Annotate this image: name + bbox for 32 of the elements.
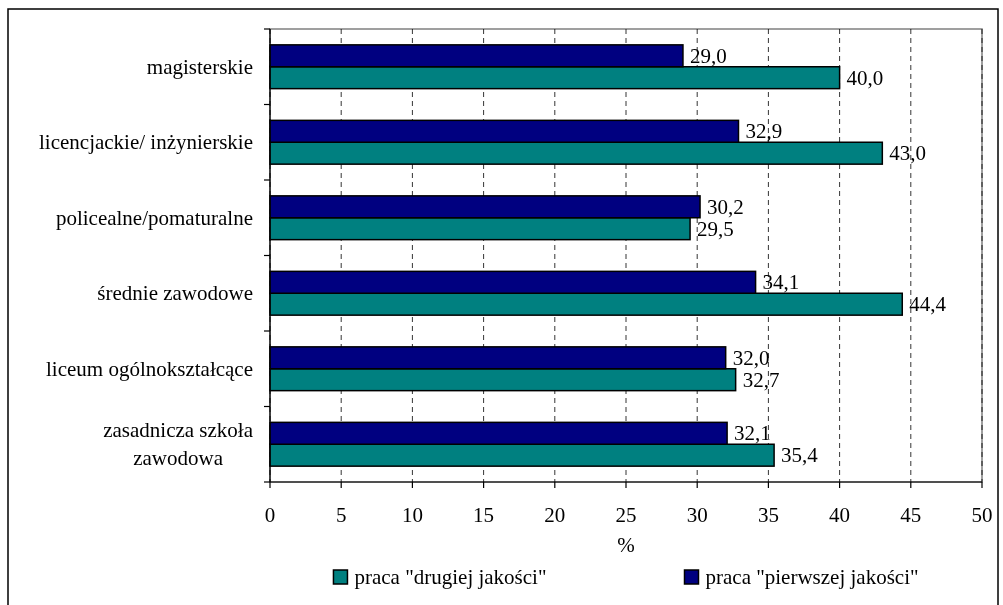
- data-label: 34,1: [762, 270, 800, 295]
- legend-label: praca "pierwszej jakości": [705, 565, 919, 589]
- y-tick-label: zasadnicza szkoła zawodowa: [103, 418, 254, 471]
- x-axis-title: %: [617, 533, 635, 557]
- data-label: 29,5: [697, 216, 734, 241]
- x-tick-label: 50: [971, 503, 993, 527]
- x-tick-label: 30: [686, 503, 708, 527]
- x-tick-label: 20: [544, 503, 566, 527]
- y-tick-label: liceum ogólnokształcące: [46, 356, 253, 381]
- x-tick-label: 35: [757, 503, 779, 527]
- data-label: 29,0: [689, 43, 727, 68]
- x-tick-label: 15: [473, 503, 495, 527]
- x-tick-label: 40: [829, 503, 851, 527]
- x-tick-label: 10: [401, 503, 423, 527]
- y-tick-label: magisterskie: [146, 54, 253, 79]
- data-label: 35,4: [781, 443, 819, 468]
- data-label: 30,2: [707, 194, 744, 219]
- legend-label: praca "drugiej jakości": [354, 565, 547, 589]
- x-tick-label: 45: [900, 503, 922, 527]
- data-label: 43,0: [889, 141, 927, 166]
- y-tick-label: licencjackie/ inżynierskie: [39, 130, 253, 155]
- data-label: 44,4: [909, 292, 947, 317]
- data-label: 32,9: [745, 119, 783, 144]
- data-label: 40,0: [846, 65, 884, 90]
- x-tick-label: 25: [615, 503, 637, 527]
- y-tick-label: średnie zawodowe: [97, 281, 253, 306]
- data-label: 32,7: [742, 367, 780, 392]
- x-tick-label: 0: [264, 503, 276, 527]
- data-label: 32,0: [732, 345, 770, 370]
- y-tick-label: policealne/pomaturalne: [55, 205, 253, 230]
- data-label: 32,1: [734, 421, 771, 446]
- x-tick-label: 5: [335, 503, 347, 527]
